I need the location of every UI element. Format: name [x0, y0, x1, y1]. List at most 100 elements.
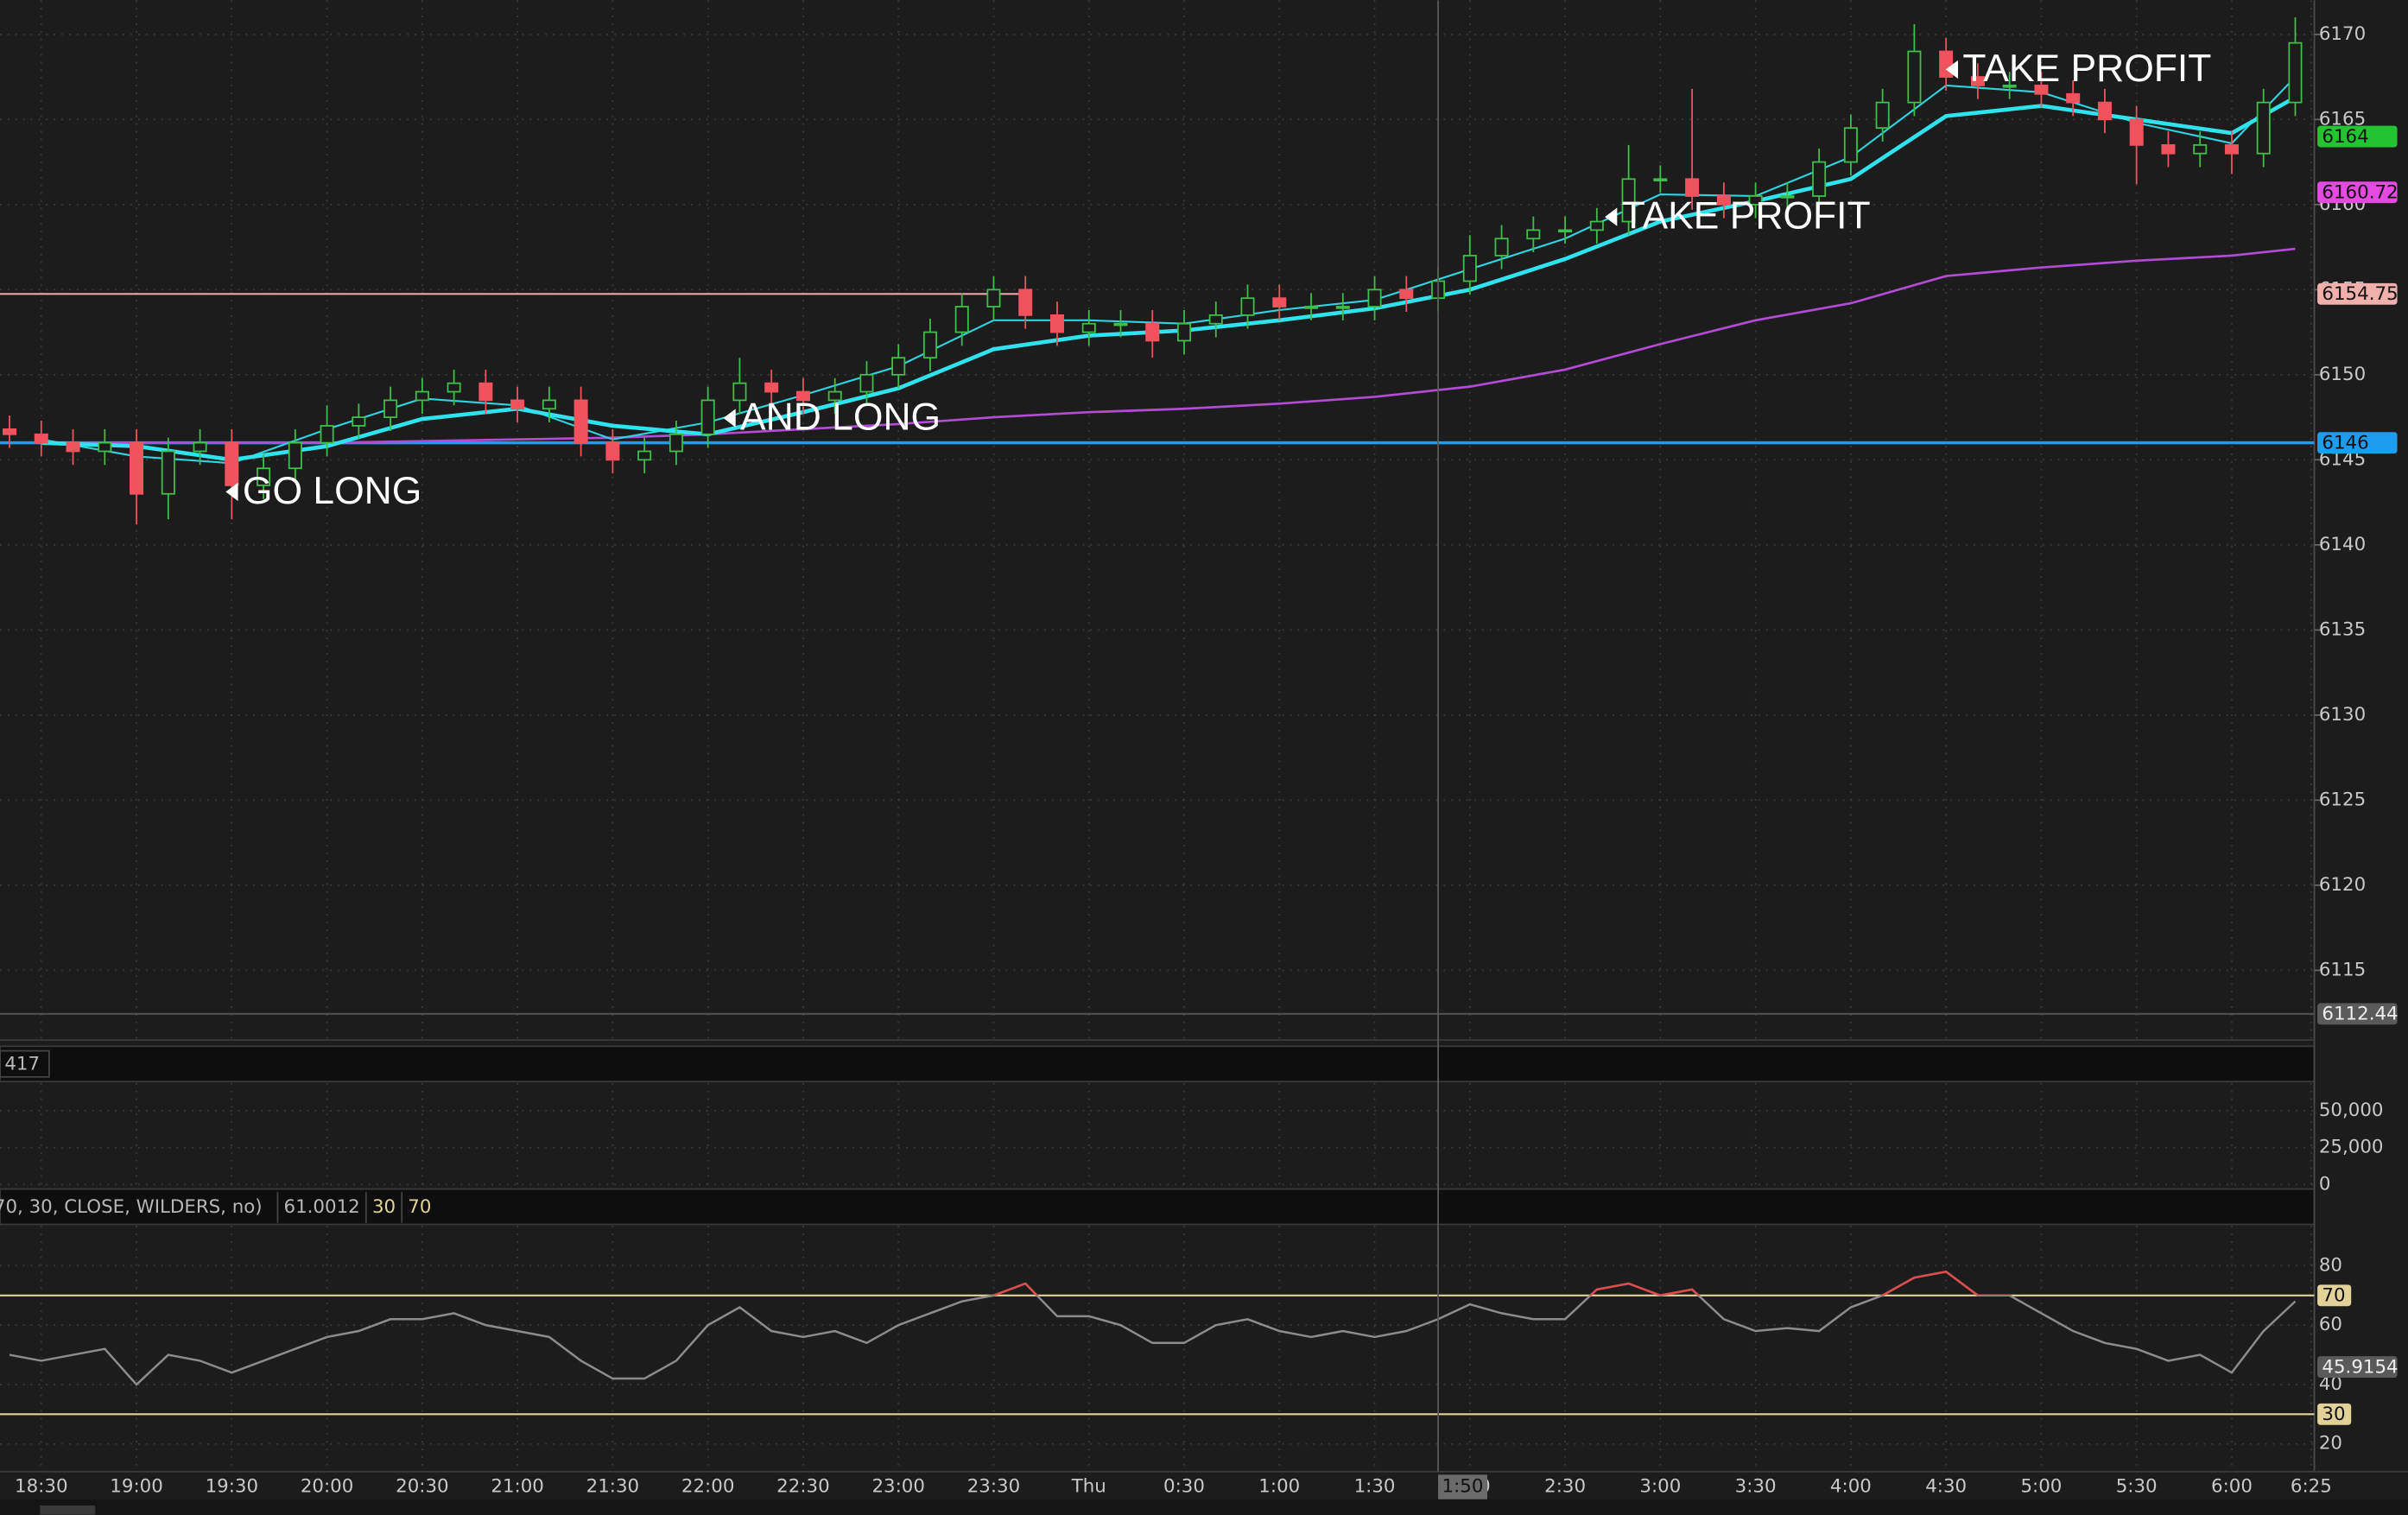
price-tag-label: 6164: [2322, 126, 2368, 148]
candle-body: [764, 382, 779, 393]
x-tick-label: 5:30: [2116, 1476, 2158, 1498]
candle-body: [2002, 85, 2017, 88]
volume-readout: 417: [4, 1054, 40, 1075]
y-tick-label: 80: [2319, 1254, 2342, 1276]
candle-body: [2161, 143, 2176, 155]
candle-body: [415, 390, 429, 402]
candle-body: [2288, 41, 2303, 104]
candle-body: [1494, 238, 1509, 257]
rsi-tag: [2317, 1356, 2398, 1379]
candle-body: [1177, 322, 1192, 342]
candle-body: [225, 441, 239, 486]
rsi-readout: 61.0012: [284, 1196, 360, 1218]
volume-header: [0, 1045, 2316, 1083]
candle-body: [700, 399, 715, 435]
price-tag: [2317, 1003, 2398, 1025]
price-tag-label: 6160.72: [2322, 182, 2398, 204]
candle-body: [510, 399, 525, 410]
candle-body: [1970, 76, 1985, 86]
candle-body: [66, 441, 80, 453]
cursor-label: 1:50: [1442, 1476, 1484, 1498]
candle-body: [2129, 118, 2144, 146]
candle-body: [257, 467, 271, 486]
candle-body: [2066, 92, 2081, 104]
candle-body: [1812, 161, 1827, 197]
status-bar: [0, 1499, 2408, 1515]
annotation-pointer: [1605, 207, 1618, 226]
candle-body: [1367, 288, 1382, 307]
candle-body: [795, 390, 810, 402]
annotation: AND LONG: [740, 396, 941, 439]
candle-body: [2193, 143, 2208, 155]
candle-body: [1113, 322, 1128, 326]
x-tick-label: 2:30: [1544, 1476, 1586, 1498]
candle-body: [954, 306, 969, 333]
scrollbar[interactable]: [40, 1505, 96, 1515]
candle-body: [1081, 322, 1096, 333]
price-tag-label: 6112.44: [2322, 1004, 2398, 1025]
candle-body: [827, 390, 842, 402]
candle-body: [1526, 229, 1541, 240]
candle-body: [2256, 101, 2271, 155]
price-tag: [2317, 181, 2398, 204]
x-tick-label: 18:30: [15, 1476, 67, 1498]
x-tick-label: 20:30: [396, 1476, 448, 1498]
annotation: GO LONG: [243, 470, 421, 512]
candle-body: [98, 441, 112, 453]
candle-body: [130, 441, 144, 495]
x-tick-label: 3:00: [1639, 1476, 1681, 1498]
candle-body: [3, 428, 17, 435]
annotation-pointer: [1945, 60, 1959, 79]
candle-body: [2034, 85, 2049, 95]
candle-body: [1843, 127, 1858, 163]
candle-body: [859, 373, 874, 393]
y-tick-label: 60: [2319, 1314, 2342, 1335]
candle-body: [986, 288, 1001, 307]
y-tick-label: 0: [2319, 1173, 2331, 1195]
candle-body: [1208, 314, 1223, 325]
level-tag-label: 70: [2322, 1285, 2345, 1307]
y-tick-label: 6135: [2319, 618, 2366, 640]
candle-body: [447, 382, 461, 393]
candle-body: [1875, 101, 1890, 130]
y-tick-label: 6150: [2319, 364, 2366, 385]
candle-body: [1018, 288, 1033, 316]
x-tick-label: 6:00: [2211, 1476, 2253, 1498]
price-tag: [2317, 125, 2398, 148]
annotation: TAKE PROFIT: [1622, 195, 1871, 238]
candle-body: [2224, 143, 2239, 155]
candle-body: [352, 416, 366, 427]
candle-body: [320, 425, 334, 444]
candle-body: [732, 382, 747, 402]
y-tick-label: 6115: [2319, 959, 2366, 980]
candle-body: [34, 433, 48, 444]
candle-body: [1621, 178, 1636, 223]
rsi-header: 70, 30, CLOSE, WILDERS, no): [0, 1196, 263, 1218]
level-tag: [2317, 1284, 2352, 1307]
candle-body: [1240, 297, 1255, 316]
candle-body: [1716, 195, 1731, 206]
price-tag-label: 6154.75: [2322, 283, 2398, 305]
x-tick-label: 23:00: [871, 1476, 924, 1498]
y-tick-label: 6130: [2319, 704, 2366, 726]
price-tag-label: 6146: [2322, 433, 2368, 454]
x-tick-label: 0:30: [1163, 1476, 1205, 1498]
candle-body: [1907, 50, 1922, 104]
x-tick-label: 5:00: [2020, 1476, 2062, 1498]
annotation-pointer: [723, 409, 736, 428]
candle-body: [193, 441, 207, 453]
candle-body: [1558, 229, 1573, 233]
candle-body: [922, 331, 937, 359]
y-tick-label: 6120: [2319, 874, 2366, 896]
y-tick-label: 6125: [2319, 789, 2366, 810]
candle-body: [161, 450, 175, 495]
x-tick-label: 20:00: [301, 1476, 353, 1498]
candle-body: [542, 399, 556, 410]
x-tick-label: 4:30: [1925, 1476, 1967, 1498]
y-tick-label: 6140: [2319, 534, 2366, 555]
candle-body: [2097, 101, 2112, 121]
rsi-level-readout: 30: [372, 1196, 396, 1218]
